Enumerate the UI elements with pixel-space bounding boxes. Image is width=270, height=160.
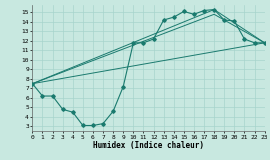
X-axis label: Humidex (Indice chaleur): Humidex (Indice chaleur) xyxy=(93,141,204,150)
